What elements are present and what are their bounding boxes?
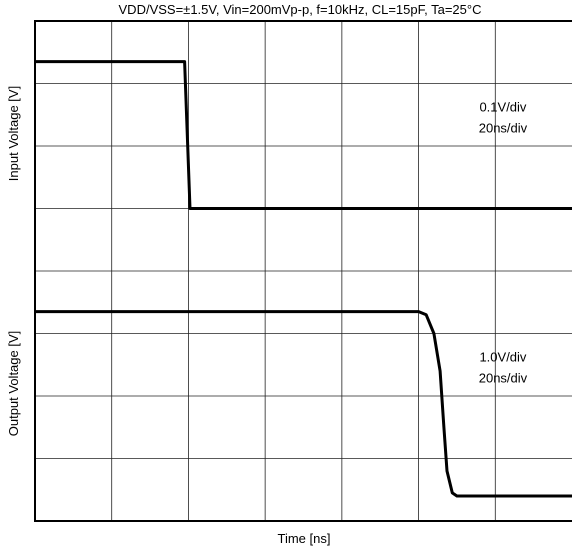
input-voltage-trace: [35, 60, 572, 210]
grid: [35, 21, 572, 521]
output-voltage-axis-label: Output Voltage [V]: [6, 331, 21, 437]
input-volts-per-div-label: 0.1V/div: [479, 100, 526, 115]
plot-frame: [34, 20, 572, 522]
output-voltage-trace: [35, 310, 572, 498]
output-time-per-div-label: 20ns/div: [479, 370, 528, 385]
input-voltage-axis-label: Input Voltage [V]: [6, 86, 21, 181]
chart-title: VDD/VSS=±1.5V, Vin=200mVp-p, f=10kHz, CL…: [119, 2, 482, 17]
x-axis-label: Time [ns]: [278, 531, 331, 546]
output-volts-per-div-label: 1.0V/div: [479, 350, 526, 365]
input-time-per-div-label: 20ns/div: [479, 120, 528, 135]
